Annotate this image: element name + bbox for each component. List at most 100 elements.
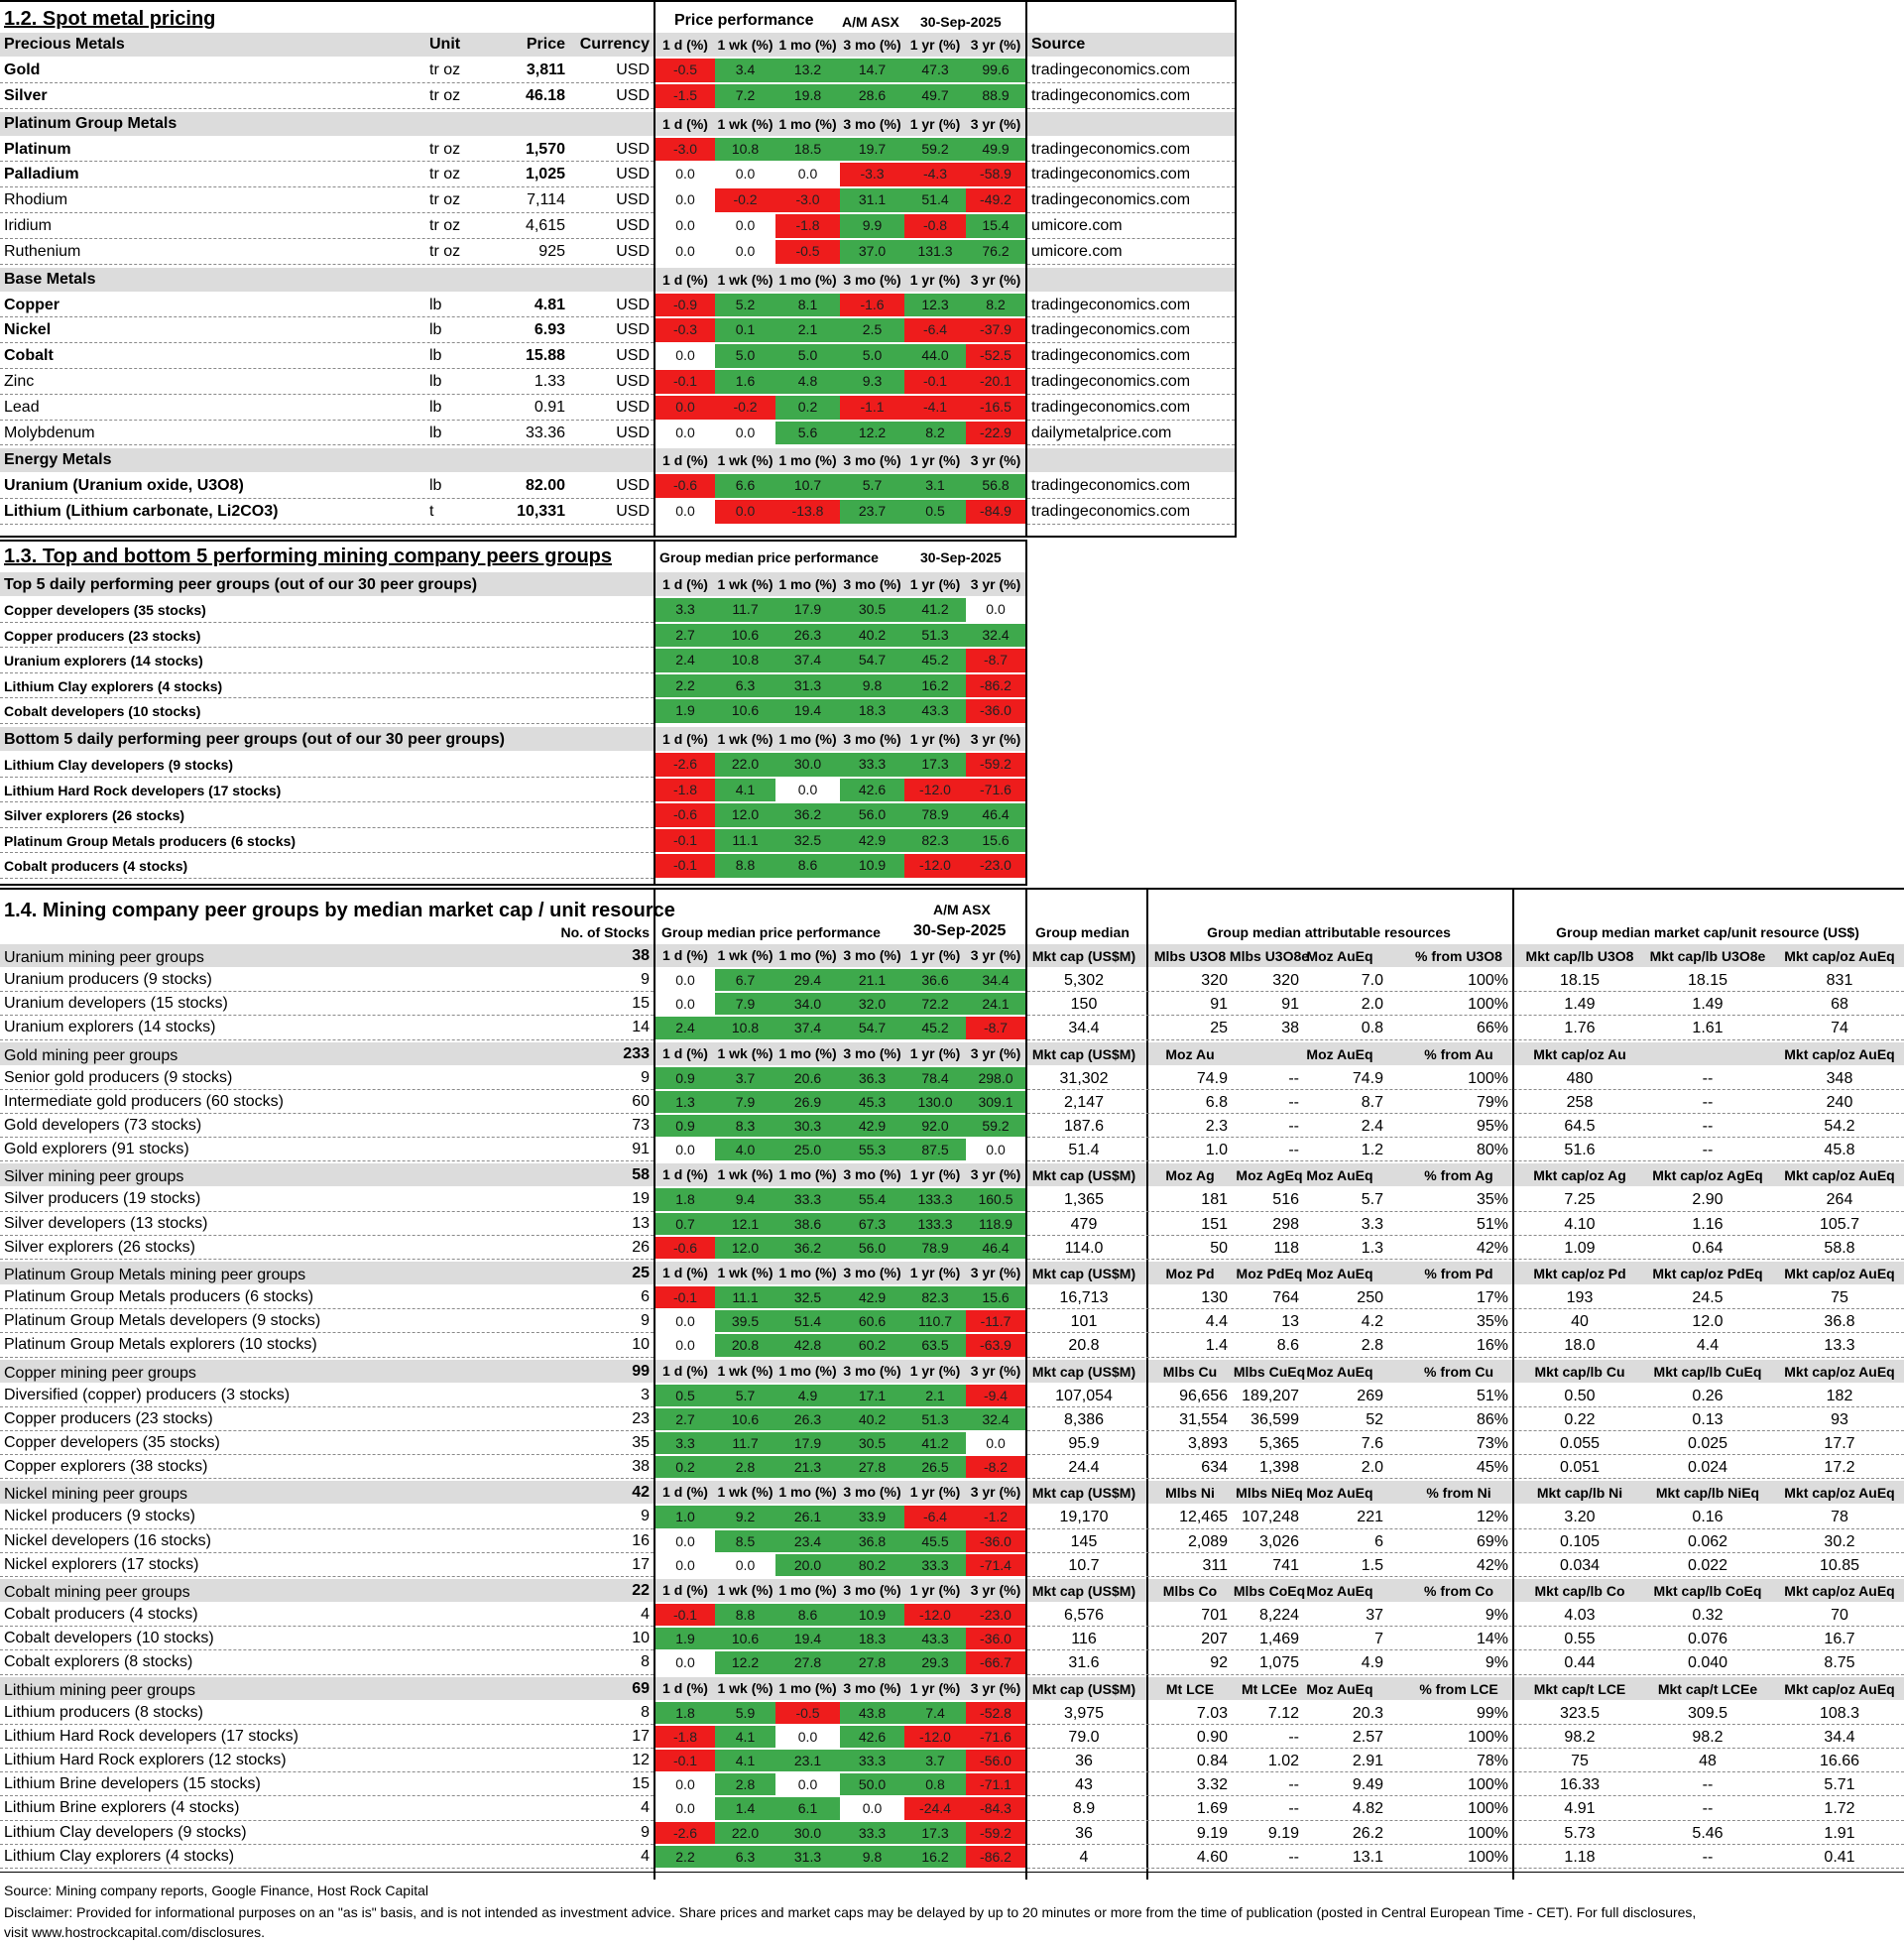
metal-perf-cell: 10.8 <box>715 137 775 162</box>
metal-perf-cell: 0.0 <box>675 503 695 520</box>
peer-group-perf-cell: 45.5 <box>904 1529 966 1552</box>
metal-perf-cell: 1.6 <box>715 370 775 394</box>
stock-count: 8 <box>641 1703 650 1721</box>
row-separator <box>1027 1771 1904 1773</box>
metric-value: 2.0 <box>1361 996 1383 1014</box>
metric-col-header: Mkt cap/lb NiEq <box>1655 1485 1760 1502</box>
peer-group-perf-cell: 60.2 <box>840 1334 904 1357</box>
metric-value: 20.8 <box>1068 1337 1100 1355</box>
row-separator <box>1027 1527 1904 1529</box>
metric-value: 320 <box>1201 972 1228 989</box>
perf-col-header: 1 wk (%) <box>717 1679 774 1696</box>
peer-group-perf-cell: 7.4 <box>904 1701 966 1724</box>
stock-count: 14 <box>632 1019 650 1036</box>
peer-group-perf-cell: 0.0 <box>675 1313 695 1330</box>
row-separator <box>0 1430 654 1431</box>
peer-group-perf-cell: 72.2 <box>904 993 966 1016</box>
row-separator <box>1027 1038 1904 1040</box>
peer-group-perf-cell: 11.7 <box>715 598 775 622</box>
perf-col-header: 1 d (%) <box>662 1679 708 1696</box>
peer-group-perf-cell: 34.4 <box>966 969 1025 992</box>
metric-value: 264 <box>1826 1191 1853 1209</box>
metal-perf-cell: -4.1 <box>904 395 966 420</box>
perf-col-header: 1 d (%) <box>662 947 708 963</box>
peer-group-perf-cell: 31.3 <box>775 673 840 698</box>
peer-group-perf-cell: 41.2 <box>904 598 966 622</box>
metal-perf-cell: 44.0 <box>904 344 966 368</box>
metal-perf-cell: -84.9 <box>966 500 1025 524</box>
metric-col-header: Mkt cap/t LCE <box>1533 1680 1626 1697</box>
row-separator <box>0 1795 654 1797</box>
metric-value: 516 <box>1272 1191 1299 1209</box>
metric-col-header: Mkt cap/lb CoEq <box>1653 1583 1762 1599</box>
metal-unit: tr oz <box>429 242 461 260</box>
peer-group-perf-cell: 0.0 <box>675 1776 695 1793</box>
metric-value: 2.91 <box>1352 1753 1383 1769</box>
metric-value: 189,207 <box>1242 1387 1299 1404</box>
metal-perf-cell: 19.7 <box>840 137 904 162</box>
peer-group-perf-cell: 0.0 <box>675 1654 695 1671</box>
peer-group-perf-cell: 29.3 <box>904 1651 966 1674</box>
row-separator <box>0 393 654 395</box>
metric-col-header: Mkt cap (US$M) <box>1031 1485 1136 1502</box>
metric-value: 51.4 <box>1068 1142 1100 1159</box>
metal-unit: lb <box>429 347 442 365</box>
peer-groups-market-cap-table: 1.4. Mining company peer groups by media… <box>0 888 1904 1880</box>
metal-name: Platinum <box>4 140 71 158</box>
metric-value: 9.49 <box>1352 1776 1383 1794</box>
peer-group-perf-cell: 12.2 <box>715 1651 775 1674</box>
metric-value: 91 <box>1210 996 1228 1014</box>
metric-value: 78 <box>1831 1509 1848 1526</box>
metric-value: 764 <box>1272 1289 1299 1306</box>
row-separator <box>1027 1430 1904 1431</box>
metric-value: 0.22 <box>1564 1410 1596 1428</box>
metal-currency: USD <box>616 424 650 441</box>
group-header-bg <box>1514 1163 1904 1187</box>
peer-group-title: Silver mining peer groups <box>4 1168 184 1186</box>
peer-group-perf-cell: 30.3 <box>775 1115 840 1138</box>
perf-col-header: 1 d (%) <box>662 731 708 747</box>
row-separator <box>0 1015 654 1017</box>
perf-col-header: 1 wk (%) <box>717 37 774 53</box>
top-bottom-peer-groups-table: 1.3. Top and bottom 5 performing mining … <box>0 540 1027 886</box>
peer-group-perf-cell: 87.5 <box>904 1139 966 1161</box>
peer-group-perf-cell: 309.1 <box>966 1090 1025 1113</box>
row-separator <box>1027 1454 1904 1456</box>
metal-price: 1,570 <box>525 140 565 158</box>
perf-col-header: 1 d (%) <box>662 1362 708 1379</box>
perf-col-header: 1 yr (%) <box>909 1265 961 1280</box>
metric-col-header: Mkt cap/oz AgEq <box>1652 1167 1763 1184</box>
stock-count: 23 <box>632 1409 650 1427</box>
metal-currency: USD <box>616 217 650 234</box>
metric-col-header: Mlbs NiEq <box>1236 1485 1303 1502</box>
group-header-bg <box>1514 944 1904 967</box>
perf-col-header: 1 wk (%) <box>717 115 774 132</box>
peer-group-perf-cell: -52.8 <box>966 1701 1025 1724</box>
metric-col-header: Mkt cap (US$M) <box>1031 948 1136 964</box>
metric-value: 4.91 <box>1564 1800 1596 1818</box>
peer-group-perf-cell: -36.0 <box>966 699 1025 723</box>
group-header-bg <box>0 1481 654 1505</box>
as-of-date: 30-Sep-2025 <box>920 549 1002 565</box>
peer-group-perf-cell: 17.3 <box>904 753 966 777</box>
metric-value: 69% <box>1476 1532 1508 1550</box>
metric-col-header: % from Au <box>1424 1045 1493 1062</box>
row-separator <box>1027 1160 1904 1162</box>
perf-header-bg <box>655 1676 1025 1700</box>
metric-value: 9% <box>1485 1654 1508 1672</box>
group-header-bg <box>1148 1579 1512 1602</box>
metric-value: 16.66 <box>1819 1753 1860 1769</box>
metric-value: 3,026 <box>1258 1532 1299 1550</box>
peer-group-perf-cell: 26.1 <box>775 1506 840 1528</box>
row-separator <box>0 263 654 265</box>
perf-title: Group median price performance <box>659 549 879 565</box>
peer-group-perf-cell: 9.4 <box>715 1188 775 1211</box>
metric-value: 100% <box>1468 1824 1508 1842</box>
group-header: Platinum Group Metals <box>4 114 178 132</box>
metric-value: -- <box>1288 1093 1299 1111</box>
metric-value: 151 <box>1201 1215 1228 1233</box>
perf-col-header: 1 mo (%) <box>778 452 837 469</box>
peer-group-perf-cell: 92.0 <box>904 1115 966 1138</box>
peer-group-perf-cell: 27.8 <box>840 1651 904 1674</box>
